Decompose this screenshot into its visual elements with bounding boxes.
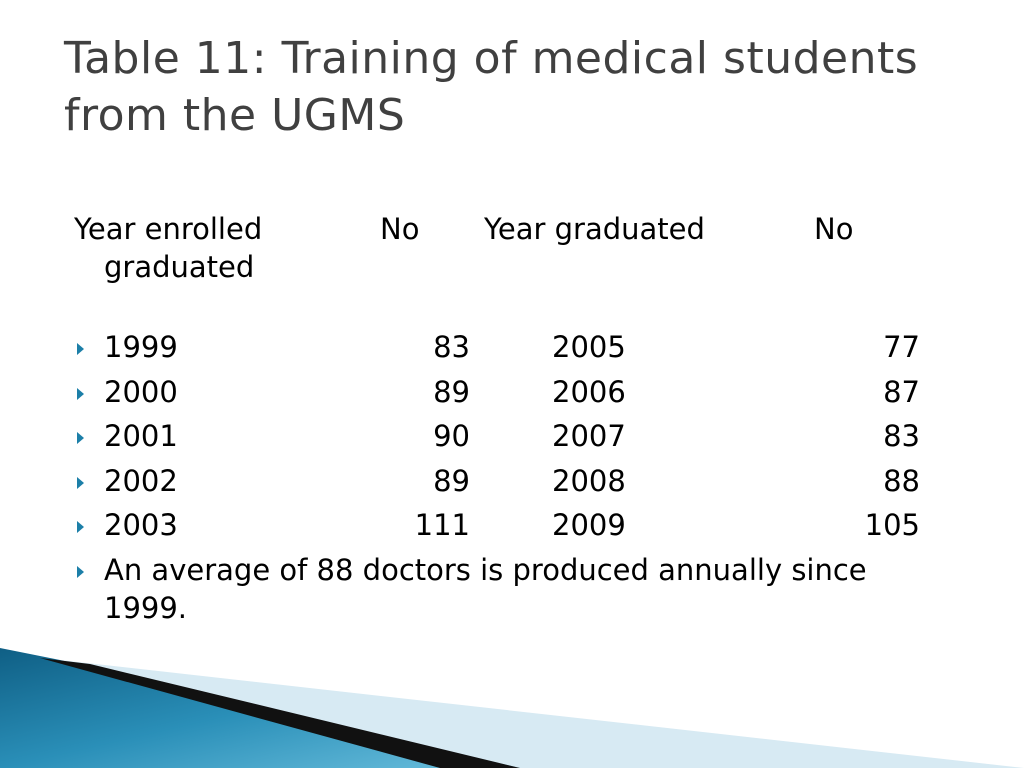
cell-year-graduated: 2006 bbox=[552, 374, 626, 409]
cell-graduated: 88 bbox=[883, 463, 920, 498]
table-row: 2003 111 2009 105 bbox=[74, 506, 954, 551]
cell-enrolled: 89 bbox=[433, 463, 470, 498]
table-rows: 1999 83 2005 77 2000 89 2006 87 2001 90 … bbox=[74, 328, 954, 631]
cell-graduated: 77 bbox=[883, 330, 920, 364]
cell-year-enrolled: 2003 bbox=[104, 508, 178, 542]
cell-enrolled: 83 bbox=[433, 330, 470, 364]
cell-year-enrolled: 2002 bbox=[104, 463, 178, 498]
slide-body: Year enrolled No Year graduated No gradu… bbox=[74, 210, 954, 631]
table-row: 1999 83 2005 77 bbox=[74, 328, 954, 373]
triangle-bullet-icon bbox=[77, 387, 84, 400]
swoosh-light-band bbox=[60, 660, 1024, 768]
cell-year-graduated: 2008 bbox=[552, 463, 626, 498]
cell-graduated: 105 bbox=[864, 508, 920, 542]
triangle-bullet-icon bbox=[77, 432, 84, 444]
cell-year-graduated: 2009 bbox=[552, 508, 626, 542]
cell-graduated: 83 bbox=[883, 419, 920, 453]
cell-year-enrolled: 2001 bbox=[104, 419, 178, 453]
header-year-enrolled: Year enrolled bbox=[74, 212, 263, 246]
table-row: 2002 89 2008 88 bbox=[74, 462, 954, 507]
triangle-bullet-icon bbox=[77, 521, 84, 533]
table-row: 2001 90 2007 83 bbox=[74, 417, 954, 462]
cell-year-graduated: 2005 bbox=[552, 330, 626, 364]
cell-enrolled: 89 bbox=[433, 374, 470, 409]
table-header: Year enrolled No Year graduated No gradu… bbox=[74, 210, 954, 286]
cell-enrolled: 111 bbox=[414, 508, 470, 542]
table-row: 2000 89 2006 87 bbox=[74, 373, 954, 418]
cell-year-graduated: 2007 bbox=[552, 419, 626, 453]
header-year-graduated: Year graduated bbox=[484, 212, 705, 246]
header-graduated-wrap: graduated bbox=[104, 250, 255, 284]
slide-title: Table 11: Training of medical students f… bbox=[64, 33, 919, 141]
cell-year-enrolled: 1999 bbox=[104, 330, 178, 364]
swoosh-dark-stripe bbox=[40, 658, 520, 768]
cell-graduated: 87 bbox=[883, 374, 920, 409]
summary-note: An average of 88 doctors is produced ann… bbox=[74, 551, 954, 631]
triangle-bullet-icon bbox=[77, 343, 84, 355]
header-no-enrolled: No bbox=[380, 212, 420, 246]
cell-enrolled: 90 bbox=[433, 419, 470, 453]
summary-note-text: An average of 88 doctors is produced ann… bbox=[104, 552, 867, 625]
triangle-bullet-icon bbox=[77, 476, 84, 489]
triangle-bullet-icon bbox=[77, 565, 84, 578]
cell-year-enrolled: 2000 bbox=[104, 374, 178, 409]
header-no-graduated: No bbox=[814, 212, 854, 246]
decorative-swoosh bbox=[0, 648, 1024, 768]
